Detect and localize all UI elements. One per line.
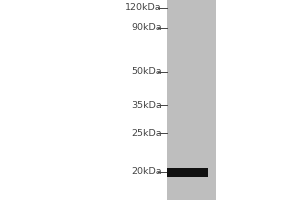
Text: 35kDa: 35kDa: [131, 100, 161, 110]
Text: 20kDa: 20kDa: [131, 168, 161, 176]
Text: 25kDa: 25kDa: [131, 129, 161, 138]
Bar: [167, 0, 216, 200]
Text: 120kDa: 120kDa: [125, 3, 161, 12]
Bar: [167, 168, 208, 176]
Text: 90kDa: 90kDa: [131, 23, 161, 32]
Text: 50kDa: 50kDa: [131, 68, 161, 76]
